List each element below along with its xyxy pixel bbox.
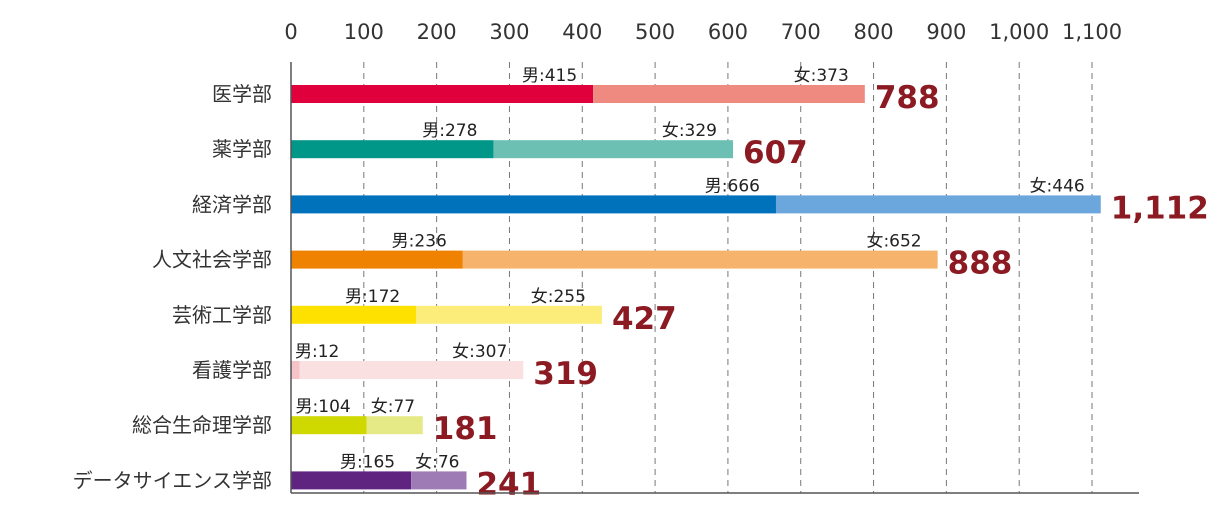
total-label: 1,112 [1111, 190, 1209, 226]
total-label: 888 [948, 246, 1013, 282]
bar-segment-male [291, 140, 494, 159]
bar-segment-male [291, 471, 412, 490]
category-label: 総合生命理学部 [132, 413, 272, 437]
x-tick-label: 900 [926, 20, 966, 44]
category-labels: 医学部薬学部経済学部人文社会学部芸術工学部看護学部総合生命理学部データサイエンス… [73, 82, 272, 492]
x-tick-label: 100 [344, 20, 384, 44]
segment-label: 女:76 [415, 452, 459, 472]
segment-label: 男:172 [345, 287, 400, 307]
x-tick-label: 400 [562, 20, 602, 44]
segment-label: 男:104 [296, 397, 351, 417]
x-tick-label: 200 [417, 20, 457, 44]
total-label: 241 [476, 466, 541, 502]
category-label: 経済学部 [192, 192, 272, 216]
category-label: 薬学部 [212, 137, 272, 161]
segment-label: 女:77 [371, 397, 415, 417]
x-tick-label: 700 [781, 20, 821, 44]
bar-segment-female [366, 416, 423, 435]
x-tick-label: 300 [489, 20, 529, 44]
segment-label: 女:329 [662, 121, 717, 141]
bars [291, 85, 1101, 490]
segment-labels: 男:415 女:373 男:278 女:329 男:666 女:446 男:236 女:652… [295, 66, 1085, 472]
x-axis-ticks: 0 100 200 300 400 500 600 700 800 900 1,000 1,100 [284, 20, 1122, 44]
segment-label: 女:446 [1030, 176, 1085, 196]
bar-segment-female [775, 195, 1101, 214]
x-tick-label: 500 [635, 20, 675, 44]
segment-label: 女:373 [794, 66, 849, 86]
bar-segment-male [291, 361, 300, 379]
segment-label: 男:236 [392, 232, 447, 252]
segment-label: 男:12 [295, 342, 339, 362]
bar-segment-female [416, 305, 602, 324]
x-tick-label: 1,000 [989, 20, 1049, 44]
segment-label: 女:307 [452, 342, 507, 362]
bar-segment-male [291, 85, 594, 103]
segment-label: 女:255 [531, 287, 586, 307]
x-tick-label: 0 [284, 20, 297, 44]
total-label: 607 [743, 135, 808, 171]
x-tick-label: 800 [854, 20, 894, 44]
bar-segment-male [291, 250, 463, 269]
bar-segment-female [462, 250, 938, 269]
segment-label: 男:278 [422, 121, 477, 141]
category-label: 芸術工学部 [172, 303, 272, 327]
bar-segment-female [493, 140, 734, 159]
grid-lines [363, 62, 1093, 493]
segment-label: 男:666 [705, 176, 760, 196]
segment-label: 女:652 [866, 232, 921, 252]
bar-segment-male [291, 195, 776, 214]
bar-segment-female [593, 85, 865, 103]
total-labels: 788 607 1,112 888 427 319 181 241 [433, 80, 1209, 502]
bar-segment-male [291, 416, 367, 435]
total-label: 788 [875, 80, 940, 116]
category-label: 人文社会学部 [152, 248, 272, 272]
segment-label: 男:415 [522, 66, 577, 86]
bar-segment-female [411, 471, 467, 490]
total-label: 319 [533, 356, 598, 392]
total-label: 427 [612, 301, 677, 337]
bar-segment-male [291, 305, 417, 324]
category-label: 医学部 [212, 82, 272, 106]
x-tick-label: 1,100 [1062, 20, 1122, 44]
total-label: 181 [433, 411, 498, 447]
x-tick-label: 600 [708, 20, 748, 44]
bar-segment-female [299, 361, 524, 379]
category-label: 看護学部 [192, 358, 272, 382]
category-label: データサイエンス学部 [73, 468, 272, 492]
segment-label: 男:165 [340, 452, 395, 472]
